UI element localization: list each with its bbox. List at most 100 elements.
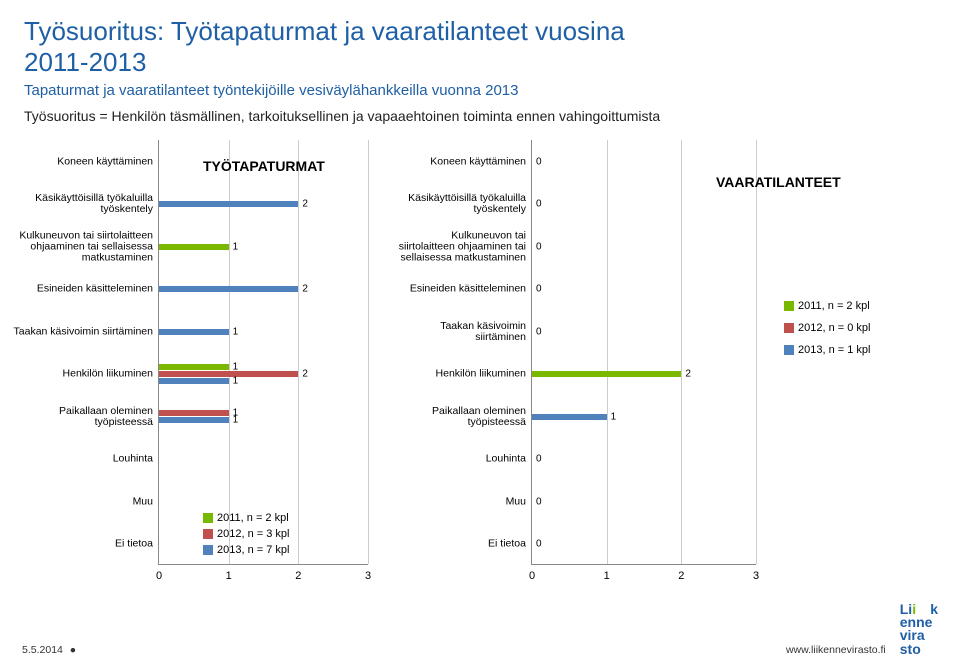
- bar: [159, 364, 229, 370]
- xtick-label: 1: [604, 570, 610, 582]
- bar-value-label: 2: [683, 369, 691, 380]
- footer-date: 5.5.2014: [22, 644, 63, 656]
- legend-swatch: [784, 323, 794, 333]
- category-label: Koneen käyttäminen: [9, 156, 159, 167]
- bar: [159, 286, 298, 292]
- category-row: Paikallaan oleminen työpisteessä11: [159, 395, 368, 438]
- title-line2: 2011-2013: [24, 47, 146, 77]
- bar-value-label: 0: [534, 241, 542, 252]
- left-plot: 0123Koneen käyttäminenKäsikäyttöisillä t…: [158, 140, 368, 565]
- category-row: Henkilön liikuminen2: [532, 353, 756, 396]
- legend-item: 2011, n = 2 kpl: [203, 512, 289, 524]
- bar: [159, 201, 298, 207]
- category-row: Kulkuneuvon tai siirtolaitteen ohjaamine…: [159, 225, 368, 268]
- xtick-label: 0: [529, 570, 535, 582]
- bar-value-label: 1: [609, 411, 617, 422]
- legend-item: 2011, n = 2 kpl: [784, 300, 934, 312]
- footer-right: www.liikennevirasto.fi Liik enne vira st…: [786, 603, 938, 656]
- page-title: Työsuoritus: Työtapaturmat ja vaaratilan…: [24, 16, 936, 78]
- bar-value-label: 1: [231, 241, 239, 252]
- legend-item: 2013, n = 7 kpl: [203, 544, 289, 556]
- category-label: Taakan käsivoimin siirtäminen: [9, 326, 159, 337]
- xtick-label: 1: [226, 570, 232, 582]
- bar-value-label: 2: [300, 284, 308, 295]
- category-label: Ei tietoa: [9, 539, 159, 550]
- category-row: Paikallaan oleminen työpisteessä1: [532, 395, 756, 438]
- description: Työsuoritus = Henkilön täsmällinen, tark…: [24, 108, 936, 124]
- legend-item: 2012, n = 3 kpl: [203, 528, 289, 540]
- category-label: Käsikäyttöisillä työkaluilla työskentely: [9, 193, 159, 215]
- xtick-label: 3: [753, 570, 759, 582]
- legend-label: 2011, n = 2 kpl: [217, 512, 289, 524]
- bar: [159, 329, 229, 335]
- legend-item: 2012, n = 0 kpl: [784, 322, 934, 334]
- xtick-label: 2: [678, 570, 684, 582]
- category-label: Ei tietoa: [397, 539, 532, 550]
- left-chart-title: TYÖTAPATURMAT: [203, 158, 325, 174]
- category-row: Taakan käsivoimin siirtäminen0: [532, 310, 756, 353]
- subtitle: Tapaturmat ja vaaratilanteet työntekijöi…: [24, 82, 936, 100]
- category-row: Esineiden käsitteleminen0: [532, 268, 756, 311]
- bar-value-label: 2: [300, 199, 308, 210]
- xtick-label: 2: [295, 570, 301, 582]
- legend-swatch: [203, 513, 213, 523]
- header: Työsuoritus: Työtapaturmat ja vaaratilan…: [0, 0, 960, 132]
- category-label: Muu: [9, 496, 159, 507]
- bar: [159, 378, 229, 384]
- logo-l4: sto: [900, 641, 921, 657]
- gridline: [756, 140, 757, 564]
- bar-value-label: 0: [534, 199, 542, 210]
- legend-label: 2011, n = 2 kpl: [798, 300, 870, 312]
- right-plot: 0123Koneen käyttäminen0Käsikäyttöisillä …: [531, 140, 756, 565]
- category-label: Muu: [397, 496, 532, 507]
- legend-swatch: [203, 529, 213, 539]
- footer: 5.5.2014 ● www.liikennevirasto.fi Liik e…: [22, 603, 938, 656]
- bar-value-label: 0: [534, 454, 542, 465]
- category-label: Koneen käyttäminen: [397, 156, 532, 167]
- left-chart-panel: 0 1 2 3 Koneen käyttäminen Käsikäyttöisillä t…: [8, 140, 388, 595]
- right-chart-panel: 0123Koneen käyttäminen0Käsikäyttöisillä …: [396, 140, 776, 595]
- bar-value-label: 1: [231, 376, 239, 387]
- category-row: Käsikäyttöisillä työkaluilla työskentely…: [159, 183, 368, 226]
- xtick-label: 3: [365, 570, 371, 582]
- category-label: Kulkuneuvon tai siirtolaitteen ohjaamine…: [397, 230, 532, 263]
- category-row: Louhinta: [159, 438, 368, 481]
- left-chart-legend: 2011, n = 2 kpl 2012, n = 3 kpl 2013, n = …: [203, 512, 289, 560]
- bar-value-label: 0: [534, 496, 542, 507]
- legend-label: 2012, n = 0 kpl: [798, 322, 870, 334]
- category-label: Henkilön liikuminen: [397, 369, 532, 380]
- right-chart-area: 0123Koneen käyttäminen0Käsikäyttöisillä …: [396, 140, 776, 595]
- legend-swatch: [203, 545, 213, 555]
- bar-value-label: 1: [231, 415, 239, 426]
- category-label: Louhinta: [397, 454, 532, 465]
- category-row: Louhinta0: [532, 438, 756, 481]
- title-line1: Työsuoritus: Työtapaturmat ja vaaratilan…: [24, 16, 625, 46]
- category-row: Esineiden käsitteleminen2: [159, 268, 368, 311]
- category-label: Taakan käsivoimin siirtäminen: [397, 321, 532, 343]
- bar: [532, 371, 681, 377]
- logo: Liik enne vira sto: [900, 603, 938, 656]
- bar-value-label: 1: [231, 326, 239, 337]
- footer-url: www.liikennevirasto.fi: [786, 644, 886, 656]
- category-label: Paikallaan oleminen työpisteessä: [397, 406, 532, 428]
- category-row: Henkilön liikuminen121: [159, 353, 368, 396]
- footer-left: 5.5.2014 ●: [22, 644, 80, 656]
- category-label: Henkilön liikuminen: [9, 369, 159, 380]
- legend-label: 2013, n = 1 kpl: [798, 344, 870, 356]
- category-row: Muu0: [532, 480, 756, 523]
- category-row: Taakan käsivoimin siirtäminen1: [159, 310, 368, 353]
- bar: [532, 414, 607, 420]
- legend-swatch: [784, 345, 794, 355]
- bar-value-label: 0: [534, 539, 542, 550]
- bar: [159, 410, 229, 416]
- category-label: Käsikäyttöisillä työkaluilla työskentely: [397, 193, 532, 215]
- legend-swatch: [784, 301, 794, 311]
- category-row: Ei tietoa0: [532, 523, 756, 566]
- gridline: [368, 140, 369, 564]
- xtick-label: 0: [156, 570, 162, 582]
- footer-bullet: ●: [70, 644, 76, 656]
- right-chart-title: VAARATILANTEET: [716, 174, 841, 190]
- category-row: Kulkuneuvon tai siirtolaitteen ohjaamine…: [532, 225, 756, 268]
- right-legend-block: 2011, n = 2 kpl 2012, n = 0 kpl 2013, n = …: [784, 300, 934, 356]
- category-label: Louhinta: [9, 454, 159, 465]
